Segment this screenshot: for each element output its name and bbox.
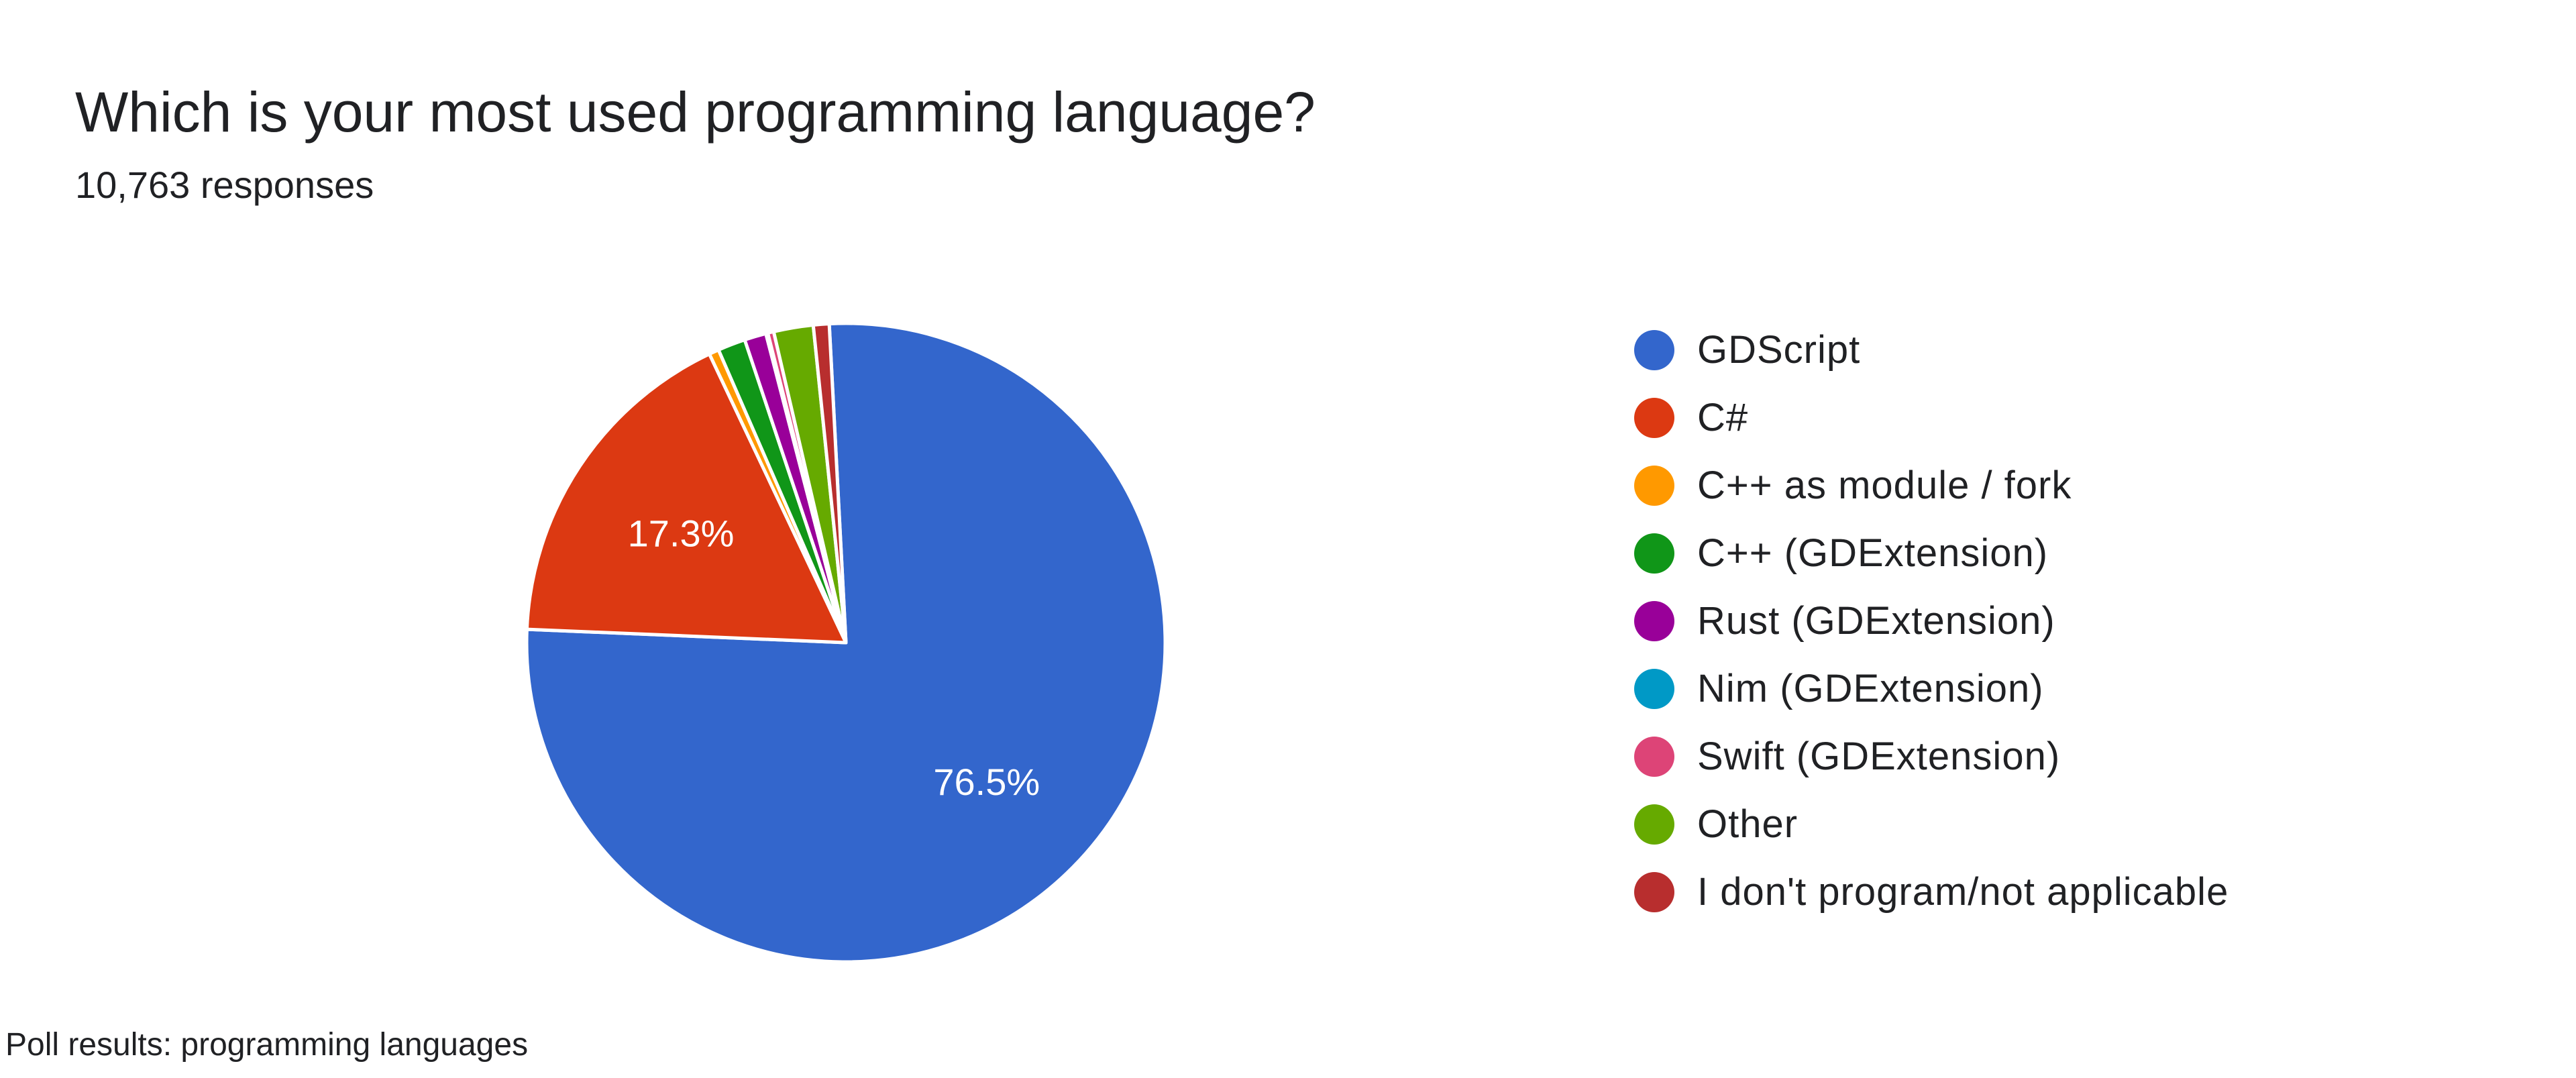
legend-label: Other <box>1697 802 1799 846</box>
legend-item: Nim (GDExtension) <box>1634 655 2229 722</box>
legend-item: C++ as module / fork <box>1634 451 2229 519</box>
legend-item: GDScript <box>1634 316 2229 384</box>
legend-swatch <box>1634 871 1674 912</box>
pie-slice-c <box>525 352 848 645</box>
response-count: 10,763 responses <box>75 164 374 206</box>
legend-item: Other <box>1634 790 2229 858</box>
legend-swatch <box>1634 533 1674 574</box>
legend-item: Swift (GDExtension) <box>1634 722 2229 790</box>
legend-swatch <box>1634 668 1674 709</box>
legend-label: GDScript <box>1697 328 1861 372</box>
legend-swatch <box>1634 329 1674 370</box>
chart-legend: GDScript C# C++ as module / fork C++ (GDExt… <box>1634 316 2229 926</box>
legend-item: C++ (GDExtension) <box>1634 519 2229 587</box>
legend-item: I don't program/not applicable <box>1634 858 2229 926</box>
legend-label: Swift (GDExtension) <box>1697 735 2061 778</box>
legend-swatch <box>1634 397 1674 438</box>
legend-item: C# <box>1634 384 2229 451</box>
legend-label: C++ (GDExtension) <box>1697 531 2049 575</box>
legend-label: Rust (GDExtension) <box>1697 599 2055 643</box>
legend-label: C++ as module / fork <box>1697 464 2072 507</box>
legend-swatch <box>1634 804 1674 845</box>
legend-swatch <box>1634 600 1674 641</box>
figure-caption: Poll results: programming languages <box>5 1027 529 1063</box>
legend-label: Nim (GDExtension) <box>1697 667 2044 710</box>
legend-label: I don't program/not applicable <box>1697 870 2229 914</box>
legend-label: C# <box>1697 396 1749 439</box>
legend-item: Rust (GDExtension) <box>1634 587 2229 655</box>
pie-slice-i-don-t-program-not-applicable <box>811 322 848 645</box>
slice-data-label: 76.5% <box>933 761 1040 803</box>
legend-swatch <box>1634 465 1674 506</box>
legend-swatch <box>1634 736 1674 777</box>
chart-title: Which is your most used programming lang… <box>75 80 1316 144</box>
slice-data-label: 17.3% <box>628 512 735 554</box>
